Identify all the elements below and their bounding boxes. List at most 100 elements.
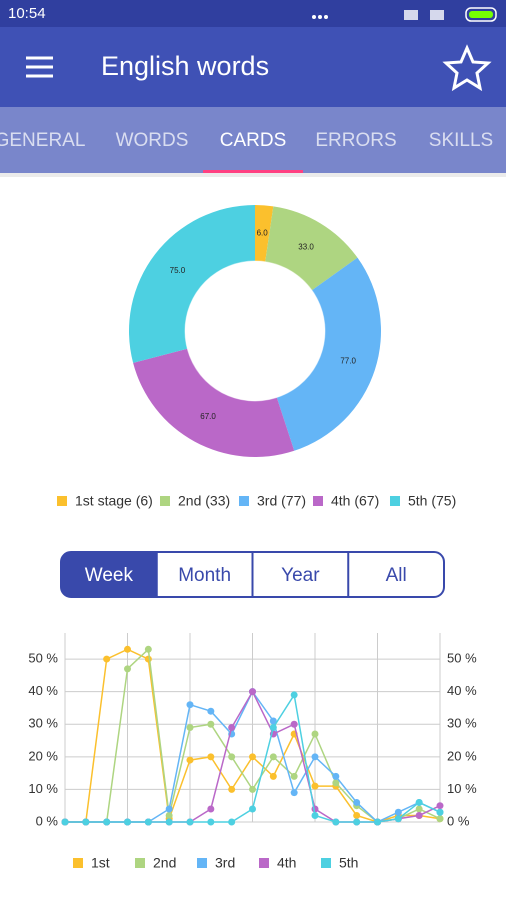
series-point xyxy=(415,798,423,806)
series-point xyxy=(186,724,194,731)
series-point xyxy=(353,818,361,826)
series-point xyxy=(124,645,131,653)
slice-label: 33.0 xyxy=(298,242,314,251)
legend-label: 1st xyxy=(91,855,110,871)
menu-button[interactable] xyxy=(26,56,53,78)
series-point xyxy=(82,818,90,826)
y2-tick-label: 50 % xyxy=(447,651,477,666)
series-point xyxy=(228,818,236,826)
legend-label: 1st stage (6) xyxy=(75,493,153,509)
legend-swatch xyxy=(239,496,249,506)
series-point xyxy=(207,720,215,728)
series-point xyxy=(144,818,152,826)
series-point xyxy=(290,691,298,699)
tab-bar xyxy=(0,107,506,173)
legend-label: 4th (67) xyxy=(331,493,379,509)
y-tick-label: 0 % xyxy=(36,813,59,828)
legend-swatch xyxy=(321,858,331,868)
series-point xyxy=(353,798,361,806)
slice-label: 67.0 xyxy=(200,412,216,421)
tab-indicator xyxy=(203,170,303,173)
series-point xyxy=(374,818,381,826)
series-point xyxy=(249,785,256,793)
legend-label: 2nd (33) xyxy=(178,493,230,509)
series-point xyxy=(186,701,194,709)
series-point xyxy=(165,811,173,819)
y2-tick-label: 40 % xyxy=(447,683,477,698)
series-point xyxy=(186,818,194,826)
range-tab-selected xyxy=(61,552,157,597)
y-tick-label: 10 % xyxy=(28,781,58,796)
series-point xyxy=(436,802,444,810)
y-tick-label: 30 % xyxy=(28,716,58,731)
legend-swatch xyxy=(197,858,207,868)
series-point xyxy=(207,707,215,715)
series-point xyxy=(61,818,69,826)
legend-label: 2nd xyxy=(153,855,176,871)
series-point xyxy=(290,772,298,780)
series-point xyxy=(249,805,256,813)
y-tick-label: 20 % xyxy=(28,748,58,763)
series-point xyxy=(353,811,361,819)
status-time: 10:54 xyxy=(8,5,46,22)
legend-swatch xyxy=(160,496,170,506)
series-point xyxy=(311,753,319,761)
y2-tick-label: 0 % xyxy=(447,813,470,828)
legend-label: 3rd xyxy=(215,855,235,871)
series-point xyxy=(269,717,277,725)
favorite-button[interactable] xyxy=(442,44,492,92)
tab[interactable]: ERRORS xyxy=(315,130,396,151)
series-point xyxy=(436,808,444,816)
donut-slice xyxy=(129,205,255,363)
legend-swatch xyxy=(57,496,67,506)
tab[interactable]: CARDS xyxy=(220,130,287,151)
series-point xyxy=(269,772,277,780)
series-point xyxy=(311,811,319,819)
series-point xyxy=(415,811,423,819)
series-point xyxy=(311,782,319,790)
legend-swatch xyxy=(390,496,400,506)
series-point xyxy=(332,818,340,826)
series-point xyxy=(332,779,340,787)
y2-tick-label: 20 % xyxy=(447,748,477,763)
series-point xyxy=(228,785,236,793)
range-tab[interactable]: Year xyxy=(281,565,320,586)
series-point xyxy=(207,753,215,761)
range-tab[interactable]: Week xyxy=(85,565,134,586)
series-point xyxy=(332,772,340,780)
series-point xyxy=(249,688,256,696)
series-point xyxy=(144,645,152,653)
series-point xyxy=(269,753,277,761)
series-point xyxy=(228,724,236,731)
series-point xyxy=(144,655,152,663)
series-point xyxy=(165,818,173,826)
series-point xyxy=(186,756,194,764)
legend-label: 5th xyxy=(339,855,358,871)
legend-label: 4th xyxy=(277,855,296,871)
slice-label: 75.0 xyxy=(170,266,186,275)
series-point xyxy=(436,815,444,823)
y2-tick-label: 30 % xyxy=(447,716,477,731)
series-point xyxy=(103,655,111,663)
app-title: English words xyxy=(101,51,269,81)
legend-swatch xyxy=(313,496,323,506)
series-point xyxy=(207,818,215,826)
series-point xyxy=(290,720,298,728)
slice-label: 77.0 xyxy=(340,357,356,366)
y-tick-label: 50 % xyxy=(28,651,58,666)
tab[interactable]: WORDS xyxy=(116,130,189,151)
y2-tick-label: 10 % xyxy=(447,781,477,796)
tab[interactable]: GENERAL xyxy=(0,130,85,151)
legend-label: 3rd (77) xyxy=(257,493,306,509)
legend-swatch xyxy=(73,858,83,868)
range-tab[interactable]: All xyxy=(386,565,407,586)
legend-swatch xyxy=(135,858,145,868)
range-tab[interactable]: Month xyxy=(178,565,231,586)
slice-label: 6.0 xyxy=(257,228,269,237)
tab[interactable]: SKILLS xyxy=(429,130,493,151)
tab-shadow xyxy=(0,173,506,177)
series-point xyxy=(165,805,173,813)
donut-inner-ring xyxy=(184,260,326,402)
series-point xyxy=(103,818,111,826)
donut-slice xyxy=(276,257,381,451)
